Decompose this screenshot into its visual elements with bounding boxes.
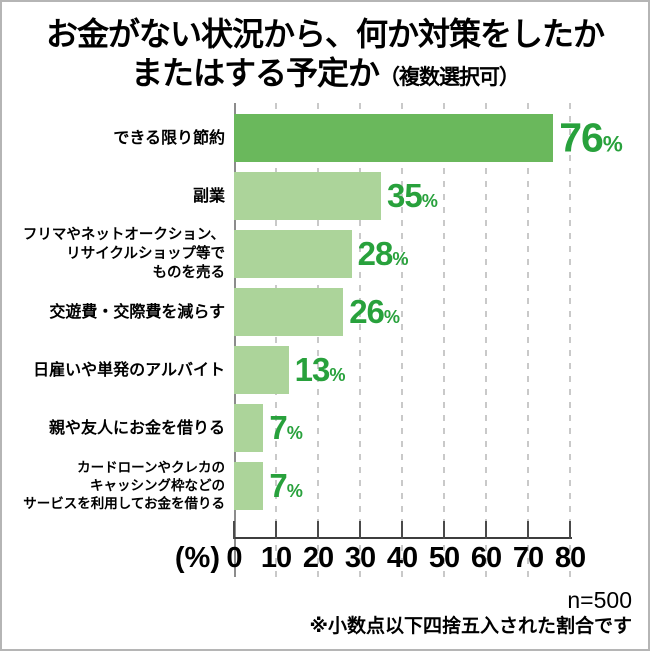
- x-tick-0: [233, 521, 235, 540]
- chart-row: カードローンやクレカの キャッシング枠などの サービスを利用してお金を借りる 7%: [2, 457, 648, 515]
- value-number: 13: [294, 351, 331, 389]
- bar: [234, 172, 381, 221]
- value-label: 7%: [269, 467, 303, 505]
- bar-track: 35%: [234, 172, 648, 221]
- x-tick-40: [401, 521, 403, 540]
- category-label: 副業: [192, 187, 225, 205]
- rounding-footnote: ※小数点以下四捨五入された割合です: [309, 616, 632, 638]
- value-label: 7%: [269, 409, 303, 447]
- category-label: 交遊費・交際費を減らす: [49, 303, 225, 321]
- percent-sign: %: [286, 481, 303, 502]
- chart-row: 交遊費・交際費を減らす 26%: [2, 283, 648, 341]
- value-number: 28: [357, 235, 394, 273]
- category-label: カードローンやクレカの キャッシング枠などの サービスを利用してお金を借りる: [23, 460, 225, 512]
- sample-size-label: n=500: [567, 586, 632, 613]
- chart-title-line2: またはする予定か（複数選択可）: [130, 55, 520, 92]
- x-axis: [233, 521, 572, 540]
- footer: n=500 ※小数点以下四捨五入された割合です: [310, 587, 632, 640]
- value-label: 26%: [349, 293, 400, 331]
- percent-sign: %: [392, 249, 408, 270]
- value-label: 76%: [559, 114, 623, 162]
- bar-track: 26%: [234, 288, 648, 337]
- percent-sign: %: [602, 131, 623, 157]
- bar: [234, 404, 264, 453]
- x-tick-label-80: 80: [554, 542, 586, 575]
- category-label: 日雇いや単発のアルバイト: [33, 361, 225, 379]
- value-number: 7: [269, 409, 287, 447]
- x-tick-label-10: 10: [260, 542, 292, 575]
- category-label: できる限り節約: [113, 129, 225, 147]
- value-number: 7: [269, 467, 287, 505]
- value-label: 13%: [294, 351, 346, 389]
- x-axis-labels: (%) 0 10 20 30 40 50 60 70 80: [2, 539, 648, 577]
- chart-row: できる限り節約 76%: [2, 109, 648, 167]
- value-number: 26: [349, 293, 385, 331]
- x-tick-10: [275, 521, 277, 540]
- percent-sign: %: [286, 423, 303, 444]
- x-tick-60: [485, 521, 487, 540]
- value-number: 35: [387, 177, 423, 215]
- rows: できる限り節約 76% 副業 35% フリマやネットオークション、 リサイクルショップ等…: [2, 109, 648, 537]
- bar: [234, 230, 352, 279]
- x-tick-label-50: 50: [428, 542, 460, 575]
- x-tick-80: [569, 521, 571, 540]
- category-label: 親や友人にお金を借りる: [48, 419, 225, 437]
- chart-row: 副業 35%: [2, 167, 648, 225]
- x-tick-label-70: 70: [512, 542, 544, 575]
- x-tick-label-40: 40: [386, 542, 418, 575]
- bar-track: 13%: [234, 346, 648, 395]
- value-label: 35%: [387, 177, 438, 215]
- chart-title-note: （複数選択可）: [379, 66, 520, 90]
- x-axis-unit-label: (%): [174, 542, 220, 575]
- chart-row: 親や友人にお金を借りる 7%: [2, 399, 648, 457]
- x-tick-30: [359, 521, 361, 540]
- x-tick-label-0: 0: [226, 542, 242, 575]
- bar-track: 76%: [234, 114, 648, 163]
- value-number: 76: [559, 114, 604, 161]
- percent-sign: %: [329, 365, 345, 386]
- value-label: 28%: [357, 235, 409, 273]
- x-tick-50: [443, 521, 445, 540]
- bar: [234, 288, 344, 337]
- percent-sign: %: [421, 191, 438, 212]
- chart-title-line1: お金がない状況から、何か対策をしたか: [45, 16, 605, 52]
- category-label: フリマやネットオークション、 リサイクルショップ等で ものを売る: [22, 226, 225, 281]
- chart-row: フリマやネットオークション、 リサイクルショップ等で ものを売る 28%: [2, 225, 648, 283]
- bar-track: 7%: [234, 462, 648, 511]
- bar: [234, 114, 554, 163]
- chart-row: 日雇いや単発のアルバイト 13%: [2, 341, 648, 399]
- bar-track: 28%: [234, 230, 648, 279]
- x-tick-label-30: 30: [344, 542, 376, 575]
- x-tick-label-60: 60: [470, 542, 502, 575]
- bar: [234, 462, 264, 511]
- bar-track: 7%: [234, 404, 648, 453]
- x-tick-label-20: 20: [302, 542, 334, 575]
- bar: [234, 346, 289, 395]
- plot-area: できる限り節約 76% 副業 35% フリマやネットオークション、 リサイクルショップ等…: [2, 103, 648, 578]
- percent-sign: %: [383, 307, 400, 328]
- chart-title: お金がない状況から、何か対策をしたか またはする予定か（複数選択可）: [2, 15, 648, 93]
- x-tick-20: [317, 521, 319, 540]
- x-tick-70: [527, 521, 529, 540]
